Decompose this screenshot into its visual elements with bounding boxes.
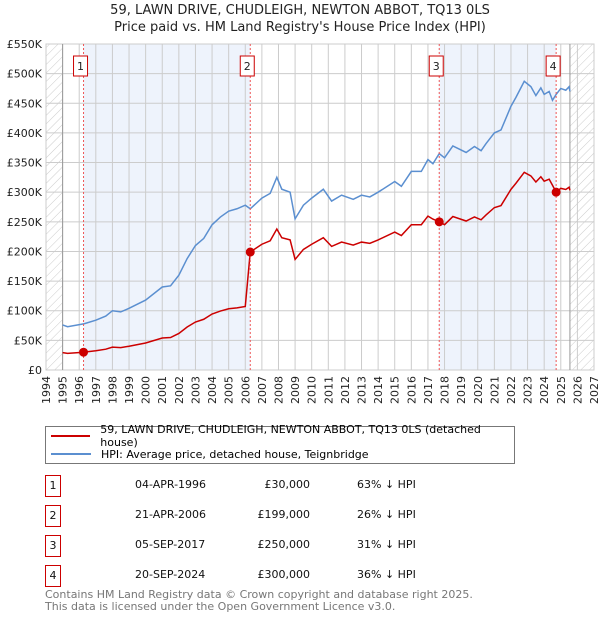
x-tick-label: 2019 bbox=[455, 376, 468, 404]
x-tick-label: 2024 bbox=[538, 376, 551, 404]
shaded-period bbox=[83, 44, 251, 370]
x-tick-label: 2005 bbox=[223, 376, 236, 404]
sale-price: £199,000 bbox=[257, 508, 311, 521]
x-tick-label: 2012 bbox=[339, 376, 352, 404]
sale-label-number: 4 bbox=[550, 60, 557, 73]
chart-subtitle: Price paid vs. HM Land Registry's House … bbox=[114, 20, 486, 35]
x-tick-label: 2016 bbox=[405, 376, 418, 404]
x-tick-label: 2003 bbox=[189, 376, 202, 404]
sale-marker-number: 2 bbox=[45, 505, 61, 527]
y-tick-label: £200K bbox=[7, 245, 43, 258]
sale-hpi-diff: 36% ↓ HPI bbox=[357, 568, 416, 581]
hatched-no-data bbox=[46, 44, 63, 370]
sale-date: 04-APR-1996 bbox=[135, 478, 207, 491]
x-tick-label: 2009 bbox=[289, 376, 302, 404]
x-tick-label: 2008 bbox=[272, 376, 285, 404]
sale-marker-number: 3 bbox=[45, 535, 61, 557]
footer-copyright: Contains HM Land Registry data © Crown c… bbox=[45, 588, 473, 601]
sale-marker-number: 4 bbox=[45, 565, 61, 587]
y-tick-label: £50K bbox=[14, 334, 43, 347]
y-tick-label: £550K bbox=[7, 38, 43, 51]
sale-date: 20-SEP-2024 bbox=[135, 568, 206, 581]
sale-date: 05-SEP-2017 bbox=[135, 538, 206, 551]
x-tick-label: 2001 bbox=[156, 376, 169, 404]
y-tick-label: £400K bbox=[7, 127, 43, 140]
y-tick-label: £250K bbox=[7, 216, 43, 229]
sale-price: £250,000 bbox=[257, 538, 311, 551]
y-tick-label: £150K bbox=[7, 275, 43, 288]
x-tick-label: 2023 bbox=[522, 376, 535, 404]
x-tick-label: 2021 bbox=[488, 376, 501, 404]
sale-row: 1 04-APR-1996 £30,000 63% ↓ HPI bbox=[45, 475, 545, 497]
sale-row: 4 20-SEP-2024 £300,000 36% ↓ HPI bbox=[45, 565, 545, 587]
footer: Contains HM Land Registry data © Crown c… bbox=[45, 589, 473, 613]
sale-row: 2 21-APR-2006 £199,000 26% ↓ HPI bbox=[45, 505, 545, 527]
sale-price: £300,000 bbox=[257, 568, 311, 581]
sale-price: £30,000 bbox=[264, 478, 311, 491]
x-tick-label: 1998 bbox=[106, 376, 119, 404]
y-tick-label: £300K bbox=[7, 186, 43, 199]
sale-hpi-diff: 63% ↓ HPI bbox=[357, 478, 416, 491]
y-tick-label: £100K bbox=[7, 305, 43, 318]
sale-marker-number: 1 bbox=[45, 475, 61, 497]
legend-label: HPI: Average price, detached house, Teig… bbox=[101, 447, 369, 461]
x-tick-label: 2020 bbox=[472, 376, 485, 404]
x-tick-label: 2000 bbox=[140, 376, 153, 404]
x-tick-label: 2006 bbox=[239, 376, 252, 404]
chart-title: 59, LAWN DRIVE, CHUDLEIGH, NEWTON ABBOT,… bbox=[110, 3, 490, 18]
x-tick-label: 2014 bbox=[372, 376, 385, 404]
legend-swatch-red bbox=[51, 435, 91, 437]
plot-area: 1994 1995 1996 1997 1998 1999 2000 2001 2002 2003… bbox=[7, 38, 600, 404]
property-price-line bbox=[62, 171, 571, 355]
hpi-line bbox=[62, 80, 571, 328]
x-tick-label: 2026 bbox=[571, 376, 584, 404]
x-tick-label: 1995 bbox=[57, 376, 70, 404]
sale-label-box bbox=[239, 55, 255, 77]
sale-hpi-diff: 31% ↓ HPI bbox=[357, 538, 416, 551]
x-tick-label: 2025 bbox=[555, 376, 568, 404]
sale-date: 21-APR-2006 bbox=[135, 508, 207, 521]
x-tick-label: 1996 bbox=[73, 376, 86, 404]
x-tick-label: 2015 bbox=[389, 376, 402, 404]
legend-label: 59, LAWN DRIVE, CHUDLEIGH, NEWTON ABBOT,… bbox=[100, 423, 481, 449]
footer-licence: This data is licensed under the Open Gov… bbox=[45, 600, 396, 613]
y-tick-label: £350K bbox=[7, 157, 43, 170]
sale-label-number: 3 bbox=[433, 60, 440, 73]
x-tick-label: 1994 bbox=[40, 376, 53, 404]
legend-swatch-blue bbox=[51, 453, 91, 455]
sale-point bbox=[79, 347, 89, 357]
sale-hpi-diff: 26% ↓ HPI bbox=[357, 508, 416, 521]
y-tick-label: £500K bbox=[7, 68, 43, 81]
x-tick-label: 2002 bbox=[173, 376, 186, 404]
legend: 59, LAWN DRIVE, CHUDLEIGH, NEWTON ABBOT,… bbox=[45, 423, 515, 464]
x-tick-label: 2027 bbox=[588, 376, 600, 404]
x-tick-label: 2004 bbox=[206, 376, 219, 404]
sale-point bbox=[551, 187, 561, 197]
sale-label-number: 2 bbox=[244, 60, 251, 73]
legend-item-property: 59, LAWN DRIVE, CHUDLEIGH, NEWTON ABBOT,… bbox=[46, 423, 514, 449]
x-tick-label: 1997 bbox=[90, 376, 103, 404]
sale-label-box bbox=[428, 55, 444, 77]
sale-label-number: 1 bbox=[77, 60, 84, 73]
x-tick-label: 2007 bbox=[256, 376, 269, 404]
sale-point bbox=[245, 247, 255, 257]
y-tick-label: £0 bbox=[28, 364, 42, 377]
x-tick-label: 2010 bbox=[306, 376, 319, 404]
legend-item-hpi: HPI: Average price, detached house, Teig… bbox=[46, 445, 369, 463]
hatched-no-data bbox=[569, 44, 594, 370]
sale-label-box bbox=[545, 55, 561, 77]
x-tick-label: 2017 bbox=[422, 376, 435, 404]
sale-label-box bbox=[73, 55, 89, 77]
x-tick-label: 2011 bbox=[322, 376, 335, 404]
x-tick-label: 1999 bbox=[123, 376, 136, 404]
sale-point bbox=[434, 217, 444, 227]
x-tick-label: 2022 bbox=[505, 376, 518, 404]
y-tick-label: £450K bbox=[7, 97, 43, 110]
x-tick-label: 2013 bbox=[356, 376, 369, 404]
x-tick-label: 2018 bbox=[439, 376, 452, 404]
sale-row: 3 05-SEP-2017 £250,000 31% ↓ HPI bbox=[45, 535, 545, 557]
